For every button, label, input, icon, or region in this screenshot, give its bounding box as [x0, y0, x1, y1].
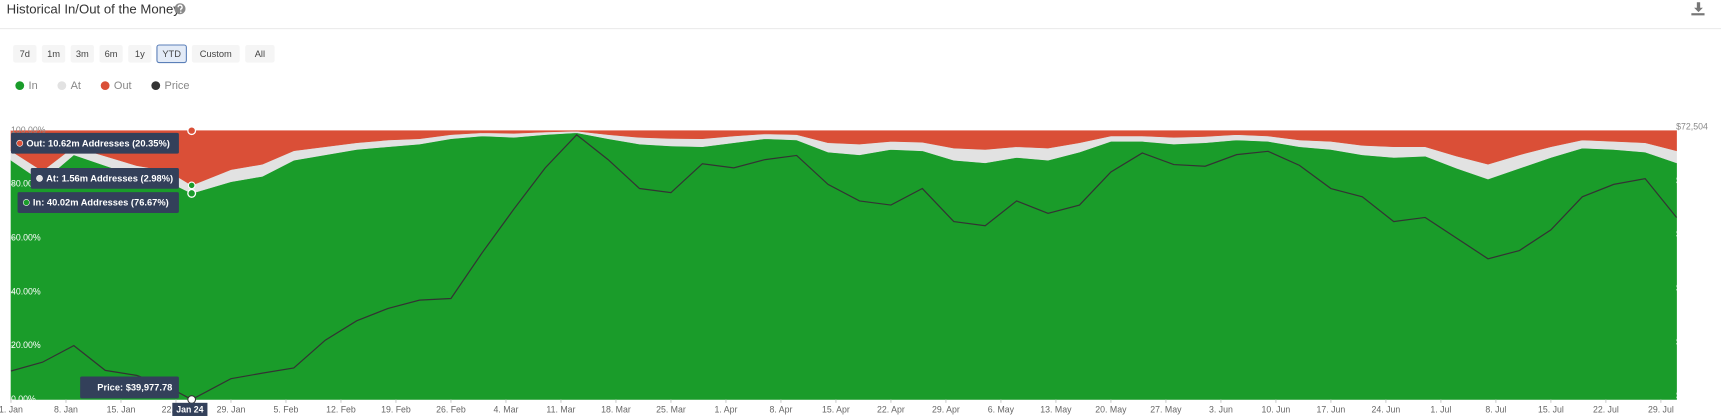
x-tick-label: 12. Feb	[326, 404, 356, 414]
x-tick-label: 1. Jan	[0, 404, 23, 414]
legend-marker[interactable]	[15, 81, 25, 91]
tooltip-dot	[22, 199, 30, 206]
y-tick-label: 40.00%	[11, 286, 41, 296]
x-tick-label: 15. Jan	[107, 404, 136, 414]
y2-tick-label: $72,504	[1676, 122, 1708, 132]
x-tick-label: 22. Jul	[1593, 404, 1619, 414]
y-tick-label: 20.00%	[11, 340, 41, 350]
range-button[interactable]	[13, 45, 37, 63]
x-tick-label: 20. May	[1095, 404, 1127, 414]
tooltip-dot	[36, 175, 43, 182]
tooltip-box	[17, 192, 179, 213]
range-button-label[interactable]: 7d	[20, 49, 30, 59]
range-button[interactable]	[70, 45, 94, 63]
y2-tick-label: $59,493	[1676, 229, 1708, 239]
tooltip-point	[187, 181, 196, 190]
x-tick-label: 17. Jun	[1317, 404, 1346, 414]
x-tick-label: 15. Jul	[1538, 404, 1564, 414]
x-tick-label: 26. Feb	[436, 404, 466, 414]
x-tick-label: 8. Apr	[769, 404, 792, 414]
range-button[interactable]	[156, 44, 187, 64]
price-line	[10, 133, 1678, 401]
x-tick-label: 6. May	[988, 404, 1015, 414]
x-tick-label: 8. Jan	[54, 404, 78, 414]
x-tick-label: 24. Jun	[1371, 404, 1400, 414]
tooltip-box	[10, 132, 179, 154]
range-button-label[interactable]: All	[255, 49, 265, 59]
tooltip-point	[187, 188, 197, 198]
help-icon[interactable]	[174, 3, 186, 15]
chart-title: Historical In/Out of the Money	[7, 1, 181, 16]
x-tick-label: 25. Mar	[656, 404, 686, 414]
tooltip-date-box	[172, 402, 208, 416]
x-tick-label: 19. Feb	[381, 404, 411, 414]
y-tick-label: 0.00%	[11, 394, 36, 404]
tooltip-text: Price: $39,977.78	[97, 382, 172, 392]
x-tick-label: 3. Jun	[1209, 404, 1233, 414]
range-button[interactable]	[245, 45, 275, 63]
x-tick-label: 29. Apr	[932, 404, 960, 414]
y2-tick-label: $65,999	[1676, 175, 1708, 185]
x-tick-label: 1. Jul	[1430, 404, 1451, 414]
x-tick-label: 22. Apr	[877, 404, 905, 414]
range-button[interactable]	[41, 45, 66, 63]
x-tick-label: 11. Mar	[546, 404, 575, 414]
y-tick-label: 80.00%	[11, 179, 41, 189]
x-tick-label: 27. May	[1150, 404, 1182, 414]
y-tick-label: 60.00%	[11, 232, 41, 242]
legend-marker[interactable]	[100, 81, 110, 91]
range-button-label[interactable]: 1y	[135, 49, 145, 59]
range-button-label[interactable]: 1m	[47, 49, 60, 59]
tooltip-text: At: 1.56m Addresses (2.98%)	[46, 173, 173, 183]
tooltip-box	[80, 376, 179, 399]
range-button-label[interactable]: YTD	[162, 49, 181, 59]
y-tick-label: 100.00%	[11, 125, 46, 135]
range-button[interactable]	[128, 45, 152, 63]
legend-label[interactable]: In	[29, 80, 38, 92]
x-tick-label: 29. Jul	[1648, 404, 1674, 414]
legend-marker[interactable]	[57, 81, 67, 91]
x-tick-label: 4. Mar	[494, 404, 519, 414]
x-tick-label: 13. May	[1040, 404, 1072, 414]
legend-label[interactable]: Price	[165, 80, 190, 92]
range-button[interactable]	[191, 45, 240, 63]
legend-label[interactable]: At	[71, 80, 81, 92]
tooltip-text: Out: 10.62m Addresses (20.35%)	[26, 138, 170, 148]
range-button-label[interactable]: 6m	[105, 49, 118, 59]
download-icon[interactable]	[1691, 2, 1705, 16]
x-tick-label: 15. Apr	[822, 404, 850, 414]
x-tick-label: 1. Apr	[714, 404, 737, 414]
tooltip-box	[30, 167, 179, 189]
x-tick-label: 29. Jan	[217, 404, 246, 414]
tooltip-point	[187, 126, 197, 136]
tooltip-point	[187, 395, 197, 404]
range-button[interactable]	[99, 45, 123, 63]
x-tick-label: 10. Jun	[1262, 404, 1291, 414]
x-tick-label: 5. Feb	[274, 404, 299, 414]
x-tick-label: 8. Jul	[1485, 404, 1506, 414]
legend-marker[interactable]	[151, 81, 161, 91]
y2-tick-label: $39,978	[1676, 391, 1708, 401]
x-tick-label: 18. Mar	[601, 404, 631, 414]
range-button-label[interactable]: Custom	[200, 49, 232, 59]
y2-tick-label: $46,483	[1676, 337, 1708, 347]
tooltip-date: Jan 24	[176, 404, 203, 414]
range-button-label[interactable]: 3m	[76, 49, 89, 59]
tooltip-text: In: 40.02m Addresses (76.67%)	[33, 198, 169, 208]
y2-tick-label: $52,988	[1676, 283, 1708, 293]
legend-label[interactable]: Out	[114, 80, 132, 92]
tooltip-dot	[16, 139, 24, 147]
